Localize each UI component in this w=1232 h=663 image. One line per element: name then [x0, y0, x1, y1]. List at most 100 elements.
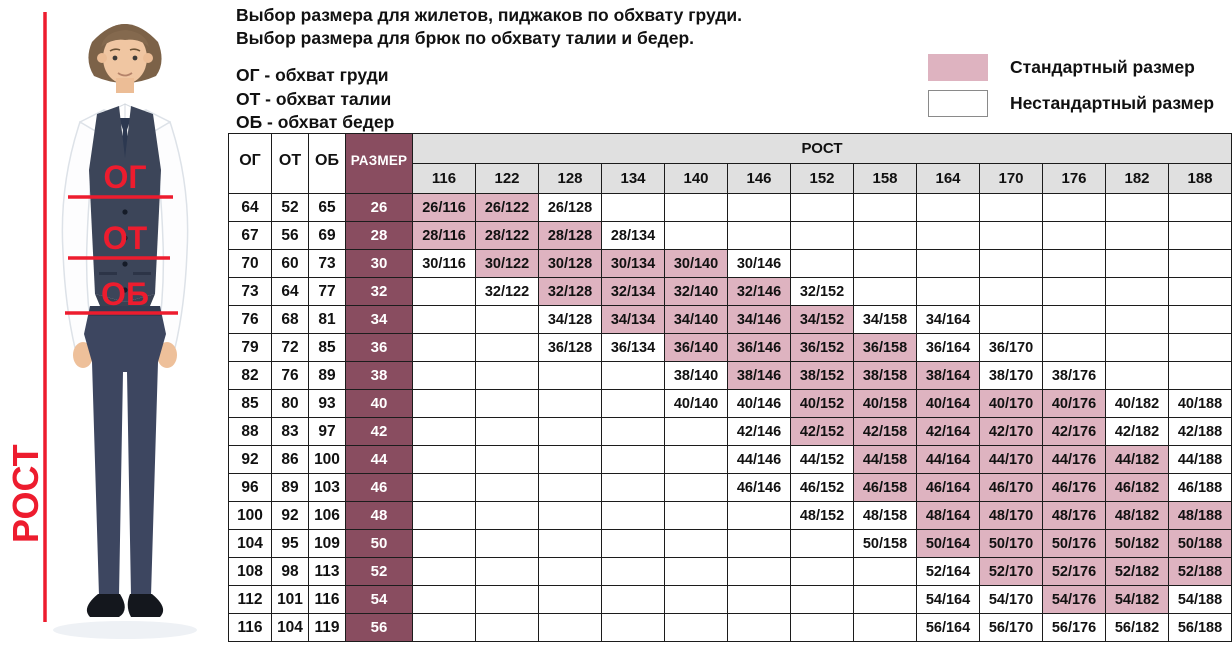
- chest-label: ОГ: [103, 159, 146, 195]
- waist-value-cell: 76: [271, 361, 309, 390]
- empty-cell: [475, 473, 539, 502]
- size-height-cell: 56/176: [1042, 613, 1106, 642]
- size-number-cell: 42: [345, 417, 413, 446]
- empty-cell: [1105, 193, 1169, 222]
- table-row: 116 104 119 56 56/164 56/170 56/176 56/182 56/18…: [228, 613, 1232, 642]
- size-height-cell: 46/152: [790, 473, 854, 502]
- height-column-header: 188: [1168, 163, 1232, 194]
- size-column-header: РАЗМЕР: [345, 133, 413, 194]
- size-height-cell: 44/176: [1042, 445, 1106, 474]
- empty-cell: [475, 389, 539, 418]
- size-height-cell: 56/188: [1168, 613, 1232, 642]
- hips-value-cell: 77: [308, 277, 346, 306]
- height-column-header: 158: [853, 163, 917, 194]
- size-height-cell: 28/134: [601, 221, 665, 250]
- empty-cell: [1105, 333, 1169, 362]
- size-number-cell: 30: [345, 249, 413, 278]
- empty-cell: [601, 557, 665, 586]
- hips-value-cell: 89: [308, 361, 346, 390]
- table-row: 96 89 103 46 46/146 46/152 46/158 46/164 46/170 4…: [228, 473, 1232, 502]
- size-height-cell: 30/146: [727, 249, 791, 278]
- empty-cell: [601, 361, 665, 390]
- size-height-cell: 32/128: [538, 277, 602, 306]
- table-row: 73 64 77 32 32/122 32/128 32/134 32/140 32/146 32…: [228, 277, 1232, 306]
- size-number-cell: 44: [345, 445, 413, 474]
- empty-cell: [538, 417, 602, 446]
- empty-cell: [601, 501, 665, 530]
- chest-value-cell: 108: [228, 557, 272, 586]
- empty-cell: [475, 305, 539, 334]
- empty-cell: [601, 613, 665, 642]
- hips-value-cell: 119: [308, 613, 346, 642]
- height-column-header: 140: [664, 163, 728, 194]
- empty-cell: [664, 445, 728, 474]
- hips-value-cell: 93: [308, 389, 346, 418]
- size-height-cell: 36/140: [664, 333, 728, 362]
- size-table-body: 64 52 65 26 26/116 26/122 26/128 67 56 69 28 28/116…: [228, 193, 1232, 642]
- empty-cell: [1105, 249, 1169, 278]
- height-column-header: 134: [601, 163, 665, 194]
- empty-cell: [412, 501, 476, 530]
- intro-text: Выбор размера для жилетов, пиджаков по о…: [236, 4, 896, 135]
- empty-cell: [664, 221, 728, 250]
- empty-cell: [853, 249, 917, 278]
- height-column-header: 116: [412, 163, 476, 194]
- size-height-cell: 28/128: [538, 221, 602, 250]
- size-height-cell: 40/170: [979, 389, 1043, 418]
- size-height-cell: 40/152: [790, 389, 854, 418]
- size-number-cell: 28: [345, 221, 413, 250]
- size-height-cell: 42/164: [916, 417, 980, 446]
- chest-value-cell: 67: [228, 221, 272, 250]
- size-height-cell: 54/188: [1168, 585, 1232, 614]
- size-height-cell: 40/146: [727, 389, 791, 418]
- empty-cell: [664, 529, 728, 558]
- empty-cell: [412, 417, 476, 446]
- empty-cell: [1168, 221, 1232, 250]
- size-height-cell: 32/146: [727, 277, 791, 306]
- size-height-cell: 38/158: [853, 361, 917, 390]
- legend: Стандартный размер Нестандартный размер: [928, 53, 1228, 125]
- chest-value-cell: 76: [228, 305, 272, 334]
- intro-line-1: Выбор размера для жилетов, пиджаков по о…: [236, 5, 743, 25]
- empty-cell: [664, 193, 728, 222]
- size-height-cell: 42/146: [727, 417, 791, 446]
- size-height-cell: 44/164: [916, 445, 980, 474]
- size-height-cell: 48/176: [1042, 501, 1106, 530]
- empty-cell: [1042, 221, 1106, 250]
- waist-value-cell: 83: [271, 417, 309, 446]
- hips-value-cell: 100: [308, 445, 346, 474]
- size-height-cell: 56/182: [1105, 613, 1169, 642]
- size-height-cell: 38/152: [790, 361, 854, 390]
- size-height-cell: 40/188: [1168, 389, 1232, 418]
- height-column-header: 164: [916, 163, 980, 194]
- empty-cell: [412, 305, 476, 334]
- empty-cell: [412, 333, 476, 362]
- size-height-cell: 48/152: [790, 501, 854, 530]
- intro-line-2: Выбор размера для брюк по обхвату талии …: [236, 28, 694, 48]
- empty-cell: [601, 389, 665, 418]
- empty-cell: [916, 193, 980, 222]
- empty-cell: [601, 417, 665, 446]
- size-height-cell: 38/176: [1042, 361, 1106, 390]
- size-height-cell: 50/170: [979, 529, 1043, 558]
- hips-value-cell: 103: [308, 473, 346, 502]
- size-height-cell: 30/128: [538, 249, 602, 278]
- empty-cell: [853, 557, 917, 586]
- empty-cell: [538, 585, 602, 614]
- empty-cell: [475, 445, 539, 474]
- table-row: 70 60 73 30 30/116 30/122 30/128 30/134 30/140 30…: [228, 249, 1232, 278]
- size-height-cell: 44/182: [1105, 445, 1169, 474]
- size-height-cell: 30/116: [412, 249, 476, 278]
- size-height-cell: 50/164: [916, 529, 980, 558]
- waist-value-cell: 104: [271, 613, 309, 642]
- empty-cell: [853, 277, 917, 306]
- empty-cell: [727, 613, 791, 642]
- size-number-cell: 46: [345, 473, 413, 502]
- empty-cell: [1168, 277, 1232, 306]
- empty-cell: [664, 501, 728, 530]
- waist-value-cell: 68: [271, 305, 309, 334]
- empty-cell: [664, 557, 728, 586]
- empty-cell: [979, 249, 1043, 278]
- empty-cell: [412, 361, 476, 390]
- size-height-cell: 34/140: [664, 305, 728, 334]
